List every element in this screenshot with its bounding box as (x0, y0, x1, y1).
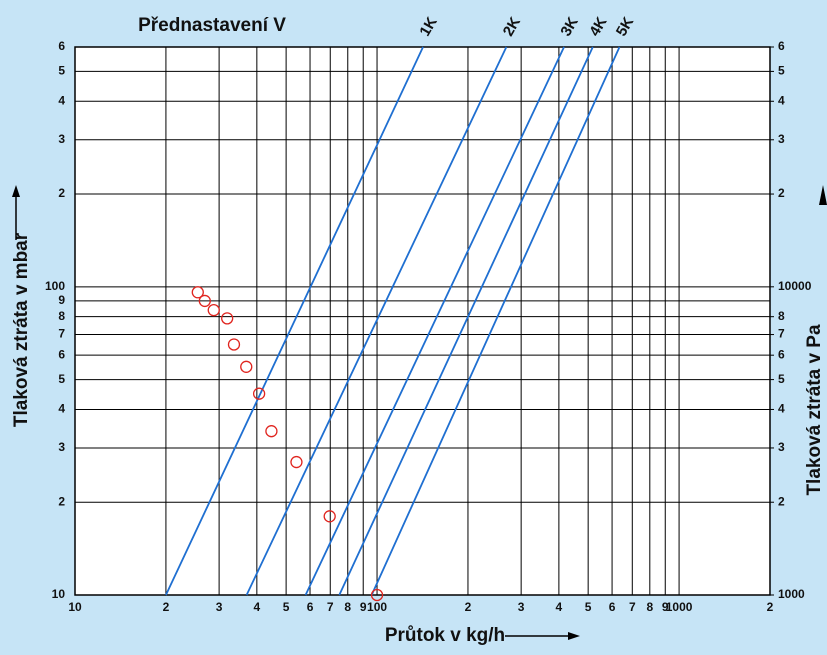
y-tick-label: 7 (58, 327, 65, 341)
y2-axis-label: Tlaková ztráta v Pa (804, 324, 825, 496)
x-tick-label: 9 (662, 600, 669, 614)
chart-title: Přednastavení V (138, 15, 286, 36)
y2-tick-label: 3 (778, 132, 785, 146)
y-tick-label: 4 (58, 402, 65, 416)
marker (198, 294, 211, 308)
marker (370, 588, 384, 602)
x-tick-label: 2 (465, 600, 472, 614)
x-tick-label: 1000 (666, 600, 693, 614)
x-tick-label: 3 (518, 600, 525, 614)
y-tick-label: 100 (45, 279, 65, 293)
x-tick-label: 4 (556, 600, 563, 614)
x-tick-label: 4 (254, 600, 261, 614)
y-tick-label: 3 (58, 132, 65, 146)
y2-tick-label: 7 (778, 327, 785, 341)
y-tick-label: 9 (58, 293, 65, 307)
y-tick-label: 10 (52, 587, 66, 601)
x-tick-label: 8 (646, 600, 653, 614)
marker (191, 286, 204, 299)
y2-tick-label: 2 (778, 494, 785, 508)
y-tick-label: 3 (58, 440, 65, 454)
marker (323, 510, 336, 523)
marker (240, 360, 253, 373)
marker (207, 304, 220, 317)
x-tick-label: 6 (307, 600, 314, 614)
y-tick-label: 6 (58, 39, 65, 53)
series-line (245, 46, 508, 596)
arrows (12, 185, 827, 640)
marker (221, 312, 234, 325)
x-tick-label: 7 (629, 600, 636, 614)
y-tick-label: 2 (58, 494, 65, 508)
x-tick-label: 7 (327, 600, 334, 614)
plot-area (74, 46, 771, 596)
marker (265, 425, 278, 438)
series-line (338, 46, 594, 596)
y-axis-label: Tlaková ztráta v mbar (11, 232, 32, 427)
y2-tick-label: 4 (778, 402, 785, 416)
x-tick-label: 6 (609, 600, 616, 614)
x-tick-label: 2 (163, 600, 170, 614)
x-tick-label: 5 (283, 600, 290, 614)
y2-tick-label: 8 (778, 309, 785, 323)
x-axis-label: Průtok v kg/h (385, 625, 505, 646)
y2-tick-label: 5 (778, 372, 785, 386)
y2-tick-label: 6 (778, 39, 785, 53)
x-tick-label: 8 (344, 600, 351, 614)
x-tick-label: 2 (767, 600, 774, 614)
y-tick-label: 4 (58, 93, 65, 107)
y-tick-label: 6 (58, 347, 65, 361)
y-tick-label: 2 (58, 186, 65, 200)
series-line (165, 46, 424, 596)
y2-tick-label: 1000 (778, 587, 805, 601)
y2-tick-label: 4 (778, 93, 785, 107)
x-tick-label: 100 (367, 600, 387, 614)
y2-tick-label: 2 (778, 186, 785, 200)
series-line (304, 46, 565, 596)
y2-tick-label: 3 (778, 440, 785, 454)
y-tick-label: 8 (58, 309, 65, 323)
x-tick-label: 3 (216, 600, 223, 614)
y2-tick-label: 6 (778, 347, 785, 361)
x-tick-label: 9 (360, 600, 367, 614)
series-line (370, 46, 621, 596)
y2-tick-label: 5 (778, 64, 785, 78)
y2-tick-label: 10000 (778, 279, 812, 293)
marker (290, 455, 303, 469)
x-tick-label: 10 (68, 600, 82, 614)
x-tick-label: 5 (585, 600, 592, 614)
marker (227, 338, 241, 351)
y-tick-label: 5 (58, 372, 65, 386)
marker (252, 387, 266, 400)
y-tick-label: 5 (58, 64, 65, 78)
